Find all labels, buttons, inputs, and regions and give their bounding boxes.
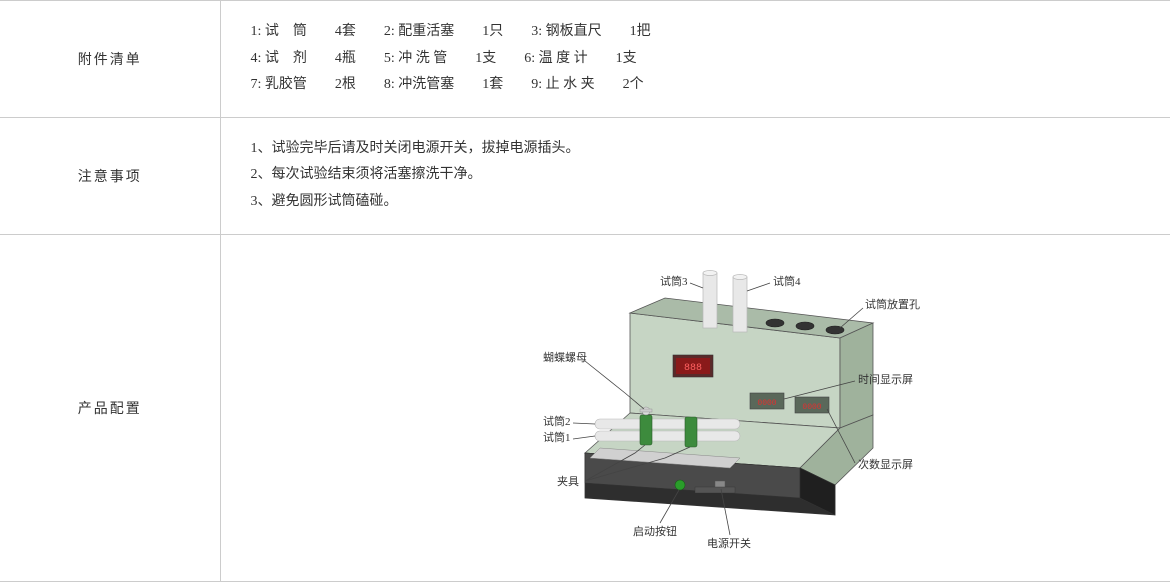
label-count-display: 次数显示屏 — [858, 457, 913, 471]
label-wing-nut: 蝴蝶螺母 — [543, 350, 587, 364]
time-display-panel: 0000 — [750, 393, 784, 409]
label-tube1: 试筒1 — [543, 430, 571, 444]
label-start-btn: 启动按钮 — [633, 524, 677, 538]
label-power-switch: 电源开关 — [707, 536, 751, 550]
label-clamp: 夹具 — [557, 475, 579, 488]
row-config-content: 888 0000 0000 — [220, 234, 1170, 581]
accessories-line-1: 1: 试 筒 4套 2: 配重活塞 1只 3: 钢板直尺 1把 — [251, 19, 1141, 46]
accessories-line-2: 4: 试 剂 4瓶 5: 冲 洗 管 1支 6: 温 度 计 1支 — [251, 46, 1141, 73]
row-config: 产品配置 — [0, 234, 1170, 581]
row-accessories-content: 1: 试 筒 4套 2: 配重活塞 1只 3: 钢板直尺 1把 4: 试 剂 4… — [220, 1, 1170, 118]
label-time-display: 时间显示屏 — [858, 373, 913, 386]
svg-text:0000: 0000 — [758, 399, 777, 408]
notes-line-3: 3、避免圆形试筒磕碰。 — [251, 189, 1141, 216]
notes-line-2: 2、每次试验结束须将活塞擦洗干净。 — [251, 162, 1141, 189]
row-accessories-label: 附件清单 — [0, 1, 220, 118]
row-notes: 注意事项 1、试验完毕后请及时关闭电源开关，拔掉电源插头。 2、每次试验结束须将… — [0, 117, 1170, 234]
notes-line-1: 1、试验完毕后请及时关闭电源开关，拔掉电源插头。 — [251, 136, 1141, 163]
label-tube3: 试筒3 — [660, 274, 688, 288]
label-tube-hole: 试筒放置孔 — [865, 297, 920, 311]
main-display: 888 — [673, 355, 713, 377]
accessories-line-3: 7: 乳胶管 2根 8: 冲洗管塞 1套 9: 止 水 夹 2个 — [251, 72, 1141, 99]
svg-text:0000: 0000 — [803, 403, 822, 412]
row-config-label: 产品配置 — [0, 234, 220, 581]
label-tube4: 试筒4 — [773, 274, 801, 288]
spec-table: 附件清单 1: 试 筒 4套 2: 配重活塞 1只 3: 钢板直尺 1把 4: … — [0, 0, 1170, 582]
tube-3 — [703, 270, 717, 328]
svg-text:888: 888 — [684, 363, 702, 374]
label-tube2: 试筒2 — [543, 414, 571, 428]
row-notes-content: 1、试验完毕后请及时关闭电源开关，拔掉电源插头。 2、每次试验结束须将活塞擦洗干… — [220, 117, 1170, 234]
device-diagram: 888 0000 0000 — [435, 253, 955, 563]
row-notes-label: 注意事项 — [0, 117, 220, 234]
count-display-panel: 0000 — [795, 397, 829, 413]
row-accessories: 附件清单 1: 试 筒 4套 2: 配重活塞 1只 3: 钢板直尺 1把 4: … — [0, 1, 1170, 118]
tube-4 — [733, 274, 747, 332]
